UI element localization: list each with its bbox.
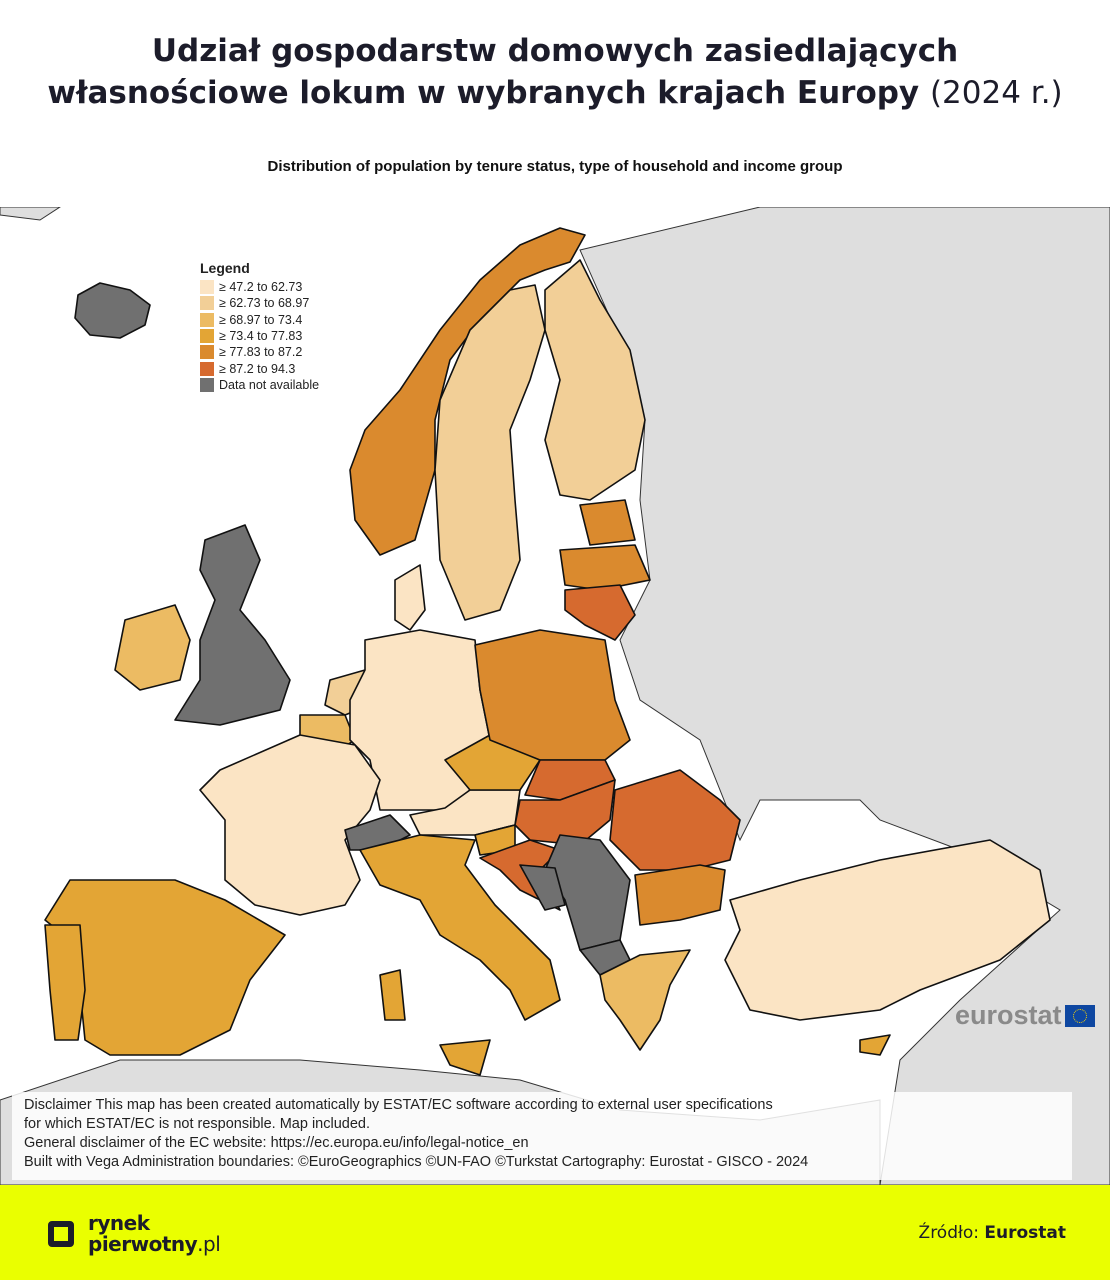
legend-label: ≥ 77.83 to 87.2 (219, 345, 303, 360)
legend-item: ≥ 87.2 to 94.3 (200, 360, 319, 376)
country-is (74, 282, 151, 339)
country-ie (114, 604, 191, 691)
title-line-2: własnościowe lokum w wybranych krajach E… (0, 72, 1110, 114)
country-it (379, 969, 406, 1021)
legend-swatch (200, 312, 214, 327)
title-line-1: Udział gospodarstw domowych zasiedlający… (151, 33, 959, 69)
legend-label: ≥ 87.2 to 94.3 (219, 361, 296, 376)
country-cy (859, 1034, 891, 1056)
land-westnorth (0, 207, 61, 221)
country-hu (514, 779, 616, 846)
country-fi (544, 259, 646, 501)
country-bg (634, 864, 726, 926)
source-note: Źródło: Eurostat (919, 1223, 1066, 1243)
legend-title: Legend (200, 260, 250, 276)
country-fr (199, 734, 381, 916)
brand-line-1: rynek (88, 1211, 150, 1235)
legend-label: Data not available (219, 377, 320, 392)
source-label: Źródło: (918, 1223, 979, 1243)
country-it (359, 834, 561, 1021)
title-text: własnościowe lokum w wybranych krajach E… (47, 75, 920, 111)
map-subtitle: Distribution of population by tenure sta… (267, 158, 843, 175)
country-lv (559, 544, 651, 591)
country-tr (724, 839, 1051, 1021)
country-dk (394, 564, 426, 631)
legend-item: ≥ 47.2 to 62.73 (200, 279, 319, 295)
brand-line-2: pierwotny (88, 1232, 198, 1256)
legend-swatch (200, 280, 214, 295)
legend-item: ≥ 77.83 to 87.2 (200, 344, 319, 360)
map-legend: Legend ≥ 47.2 to 62.73 ≥ 62.73 to 68.97 ≥ … (200, 260, 319, 393)
country-se (434, 284, 546, 621)
country-it (439, 1039, 491, 1076)
legend-swatch (200, 361, 214, 376)
country-uk (174, 524, 291, 726)
legend-item: ≥ 62.73 to 68.97 (200, 295, 319, 311)
disclaimer-line: General disclaimer of the EC website: ht… (24, 1135, 529, 1151)
legend-swatch (200, 296, 214, 311)
land-east (579, 207, 1110, 1185)
source-value: Eurostat (984, 1223, 1066, 1243)
eurostat-logo: eurostat (955, 1000, 1095, 1031)
footer: rynek pierwotny.pl Źródło: Eurostat (0, 1185, 1110, 1280)
brand-suffix: .pl (197, 1232, 221, 1256)
legend-label: ≥ 47.2 to 62.73 (219, 280, 303, 295)
country-no (349, 227, 586, 556)
legend-label: ≥ 73.4 to 77.83 (219, 329, 303, 344)
country-gr (599, 949, 691, 1051)
map-svg (0, 207, 1110, 1185)
legend-label: ≥ 62.73 to 68.97 (219, 296, 310, 311)
disclaimer: Disclaimer This map has been created aut… (12, 1092, 1072, 1180)
legend-swatch (200, 329, 214, 344)
disclaimer-line: Built with Vega Administration boundarie… (24, 1154, 809, 1170)
page-title: Udział gospodarstw domowych zasiedlający… (0, 30, 1110, 114)
eurostat-wordmark: eurostat (955, 1000, 1062, 1030)
legend-swatch (200, 345, 214, 360)
country-pt (44, 924, 86, 1041)
country-lt (564, 584, 636, 641)
brand-mark-icon (48, 1221, 74, 1247)
legend-item: ≥ 68.97 to 73.4 (200, 312, 319, 328)
legend-item: ≥ 73.4 to 77.83 (200, 328, 319, 344)
legend-label: ≥ 68.97 to 73.4 (219, 312, 303, 327)
disclaimer-line: for which ESTAT/EC is not responsible. M… (24, 1116, 371, 1132)
title-year: (2024 r.) (929, 75, 1063, 111)
legend-swatch (200, 377, 214, 392)
brand-logo: rynek pierwotny.pl (48, 1211, 221, 1256)
country-ba (519, 864, 566, 911)
country-ee (579, 499, 636, 546)
map: Legend ≥ 47.2 to 62.73 ≥ 62.73 to 68.97 ≥ … (0, 207, 1110, 1185)
disclaimer-line: Disclaimer This map has been created aut… (24, 1097, 773, 1113)
country-ro (609, 769, 741, 871)
eu-flag-icon (1064, 1004, 1095, 1027)
country-pl (474, 629, 631, 761)
country-at (409, 789, 521, 836)
legend-item: Data not available (200, 377, 319, 393)
